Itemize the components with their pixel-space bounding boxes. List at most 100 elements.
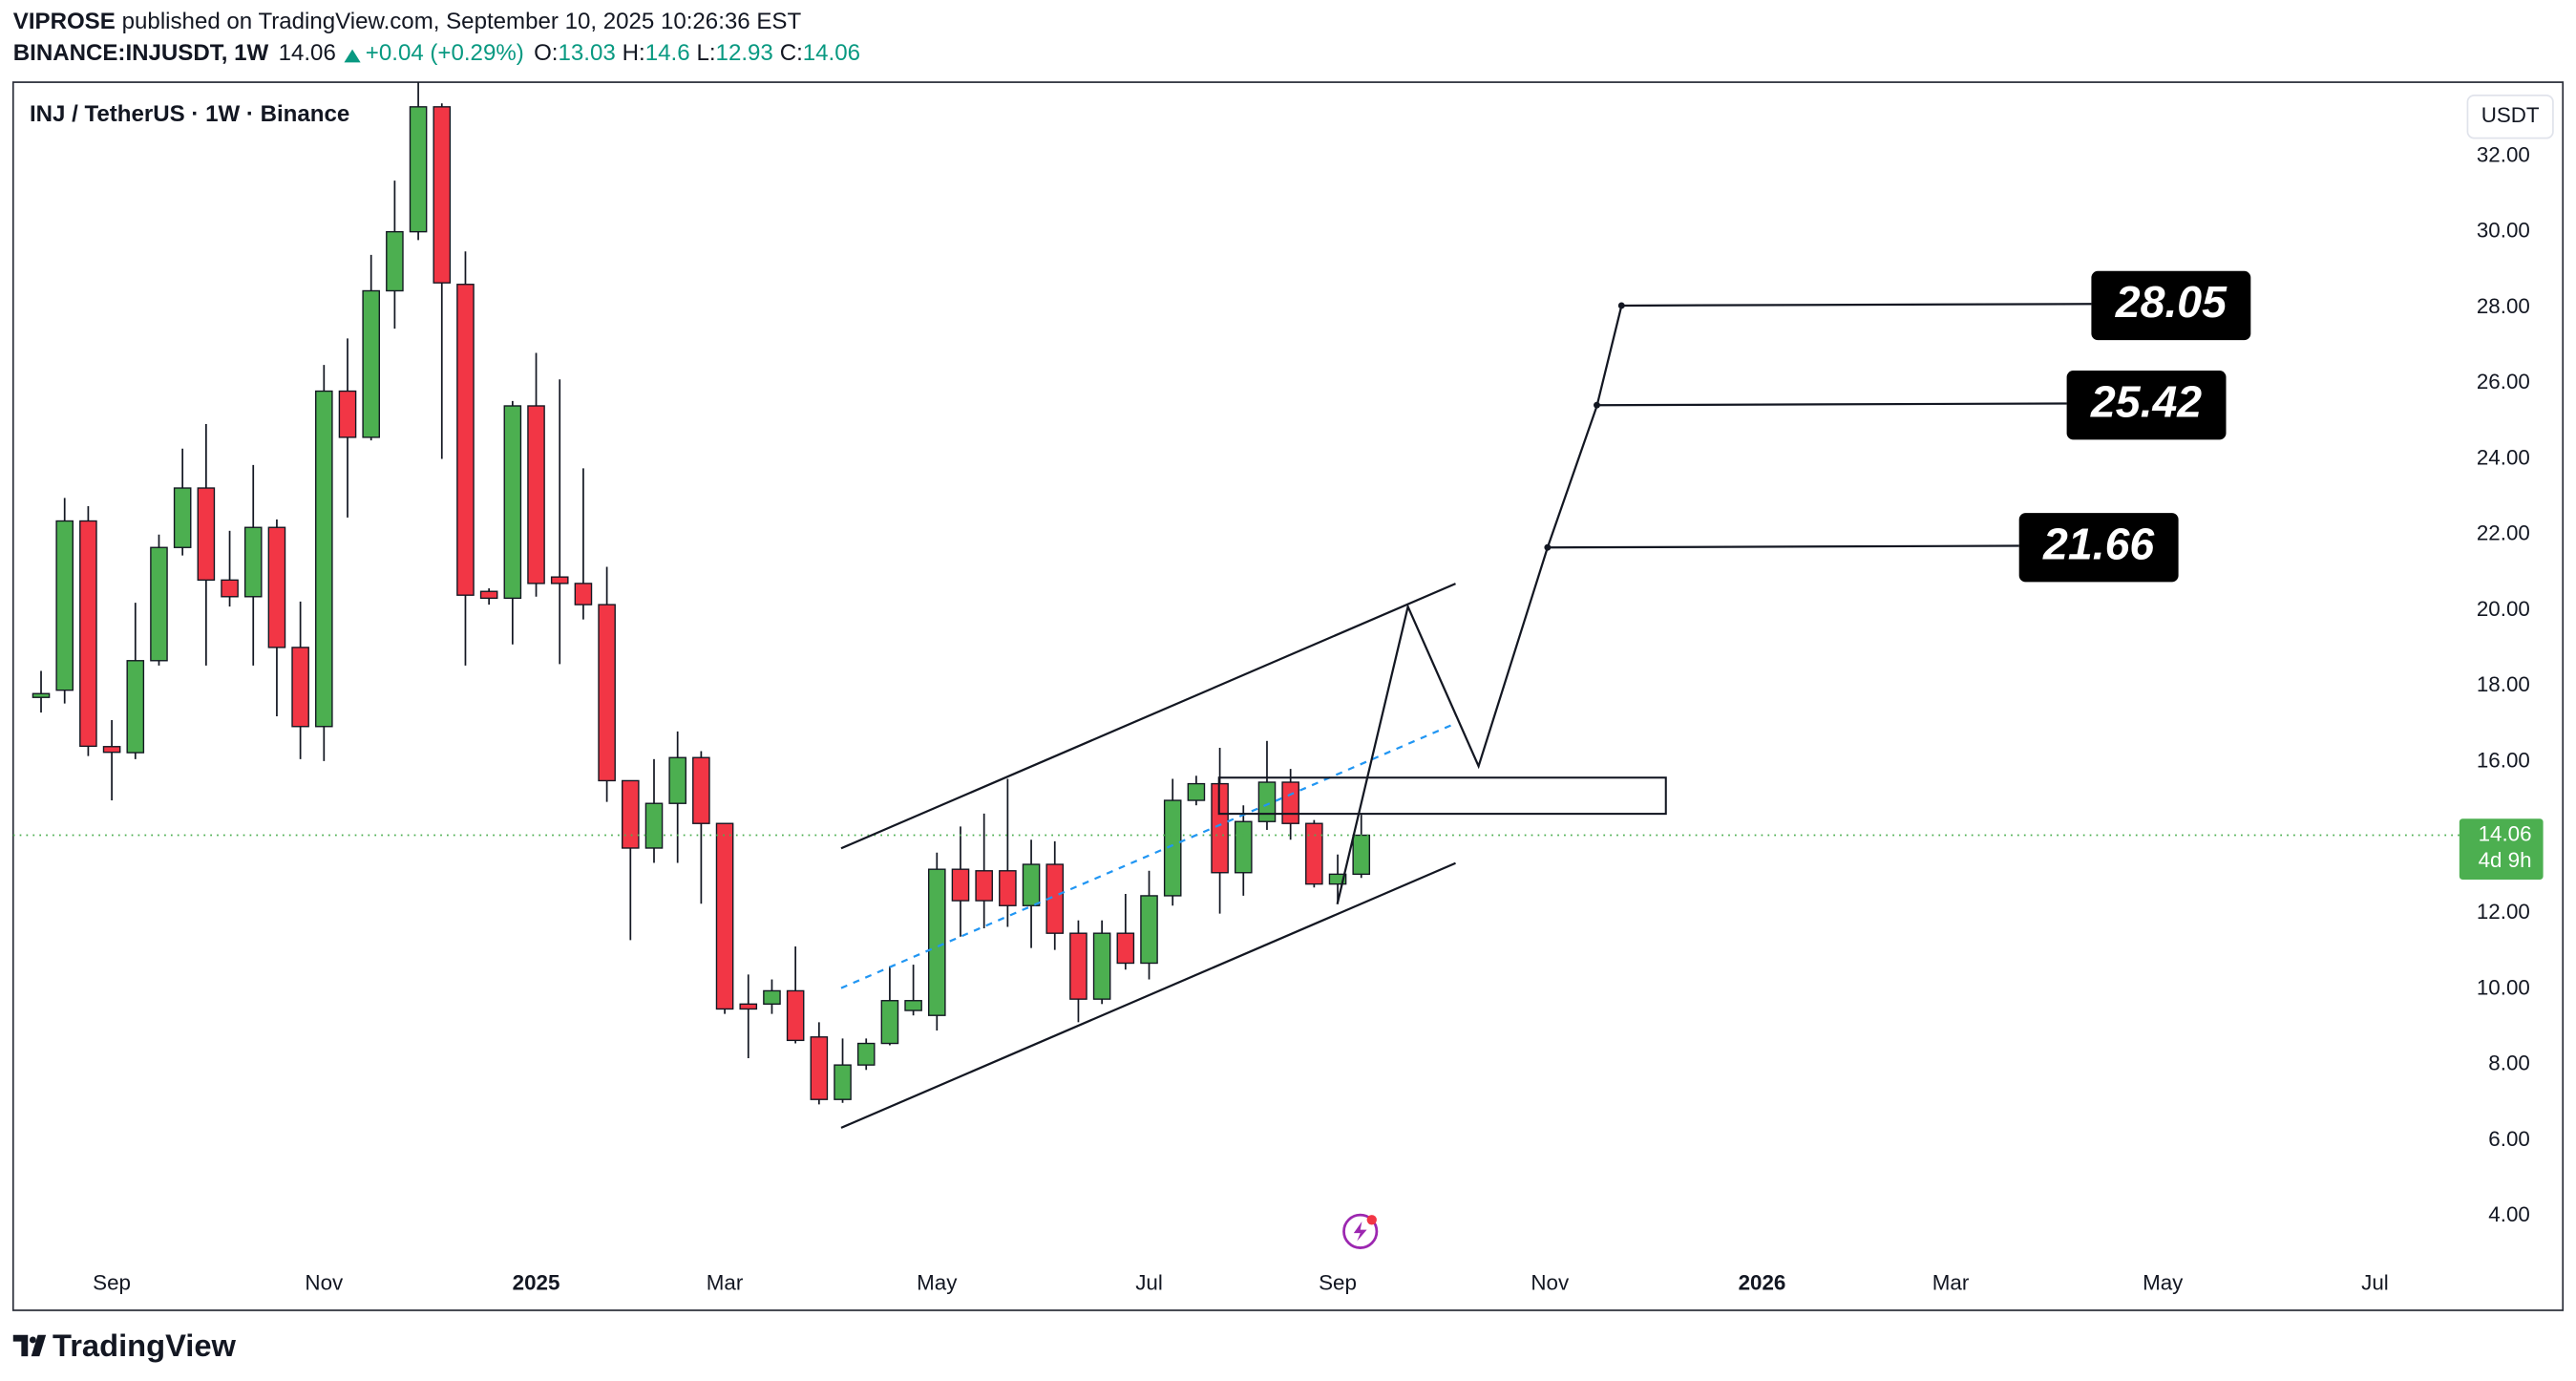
candle-body (668, 756, 686, 804)
y-tick-label: 8.00 (2488, 1052, 2530, 1075)
candle-body (644, 802, 664, 849)
x-tick-label: 2026 (1739, 1270, 1786, 1294)
candle-body (150, 546, 168, 662)
target-box (2091, 270, 2251, 341)
high-label: H: (623, 40, 645, 66)
candle-body (928, 868, 946, 1016)
target-line (1621, 303, 2092, 308)
candle-body (739, 1003, 758, 1010)
y-tick-label: 18.00 (2477, 672, 2530, 696)
y-tick-label: 12.00 (2477, 900, 2530, 924)
last-price: 14.06 (279, 40, 336, 66)
channel-mid (840, 722, 1456, 989)
candle-body (1163, 799, 1182, 897)
candle-body (904, 1000, 922, 1011)
candle-body (598, 604, 616, 782)
close-value: 14.06 (803, 40, 860, 66)
currency-box[interactable] (2466, 94, 2554, 139)
candle-body (362, 289, 380, 438)
candle-body (622, 779, 640, 849)
y-tick-label: 26.00 (2477, 370, 2530, 393)
candle-body (1069, 932, 1087, 1000)
low-value: 12.93 (716, 40, 773, 66)
target-label: 25.42 (2090, 376, 2202, 426)
price-tag-value: 14.06 (2479, 821, 2532, 845)
candle-body (1022, 863, 1041, 906)
price-tag-countdown: 4d 9h (2479, 848, 2532, 872)
brand: TradingView (53, 1328, 236, 1363)
channel-upper (840, 583, 1456, 850)
candle-body (433, 106, 452, 284)
candle-body (126, 660, 145, 754)
x-tick-label: May (917, 1270, 958, 1294)
candle-body (79, 520, 97, 748)
x-tick-label: Sep (93, 1270, 131, 1294)
publisher: VIPROSE (13, 9, 116, 34)
y-tick-label: 24.00 (2477, 445, 2530, 469)
target-point (1617, 302, 1625, 309)
candle-body (550, 576, 569, 584)
candle-body (1257, 781, 1277, 822)
drawings (840, 305, 1667, 1129)
candle-body (338, 390, 357, 438)
candle-body (1092, 932, 1111, 1000)
close-label: C: (780, 40, 803, 66)
candle-body (834, 1064, 852, 1100)
projection-path (1336, 305, 1623, 905)
candle-body (32, 692, 51, 698)
candle-body (715, 822, 734, 1010)
x-tick-label: Jul (1135, 1270, 1163, 1294)
zone-box (1217, 776, 1667, 816)
candle-body (810, 1036, 829, 1100)
y-tick-label: 16.00 (2477, 749, 2530, 773)
publish-line: VIPROSE published on TradingView.com, Sep… (13, 9, 802, 34)
candle-body (951, 868, 970, 902)
candle-body (386, 230, 404, 292)
candle-body (267, 526, 286, 648)
channel-lower (840, 861, 1456, 1129)
candle-body (975, 870, 993, 902)
y-tick-label: 32.00 (2477, 142, 2530, 166)
candle-body (574, 583, 593, 606)
price-tag (2459, 818, 2544, 880)
y-tick-label: 20.00 (2477, 597, 2530, 621)
symbol-line: BINANCE:INJUSDT, 1W 14.06 +0.04 (+0.29%) O:… (13, 40, 860, 66)
chart-title: INJ / TetherUS · 1W · Binance (30, 101, 349, 127)
target-line (1547, 544, 2019, 549)
x-tick-label: May (2143, 1270, 2184, 1294)
low-label: L: (696, 40, 715, 66)
target-box (2066, 371, 2227, 440)
x-tick-label: Nov (1531, 1270, 1570, 1294)
x-tick-label: Mar (707, 1270, 744, 1294)
candle-body (1352, 834, 1371, 876)
high-value: 14.6 (645, 40, 690, 66)
lightning-icon[interactable] (1342, 1213, 1379, 1249)
candle-body (1140, 895, 1158, 965)
y-tick-label: 6.00 (2488, 1127, 2530, 1151)
candle-body (692, 756, 710, 824)
logo-mark (12, 1334, 47, 1357)
candle-body (763, 989, 781, 1005)
candle-body (503, 405, 522, 600)
candle-body (456, 284, 475, 596)
y-tick-label: 28.00 (2477, 294, 2530, 318)
candle-body (1187, 782, 1206, 801)
symbol: BINANCE:INJUSDT, 1W (13, 40, 269, 66)
y-tick-label: 30.00 (2477, 219, 2530, 243)
candle-body (55, 520, 74, 691)
candle-body (1281, 781, 1299, 824)
y-tick-label: 22.00 (2477, 521, 2530, 545)
x-tick-label: Mar (1932, 1270, 1970, 1294)
candle-body (291, 647, 309, 728)
y-tick-label: 10.00 (2477, 975, 2530, 999)
y-tick-label: 4.00 (2488, 1202, 2530, 1226)
candle-body (102, 746, 121, 754)
currency: USDT (2481, 103, 2540, 127)
candle-body (197, 487, 216, 582)
candle-body (221, 579, 239, 598)
candle-body (880, 1000, 899, 1045)
candle-body (479, 590, 498, 600)
x-tick-label: 2025 (513, 1270, 560, 1294)
